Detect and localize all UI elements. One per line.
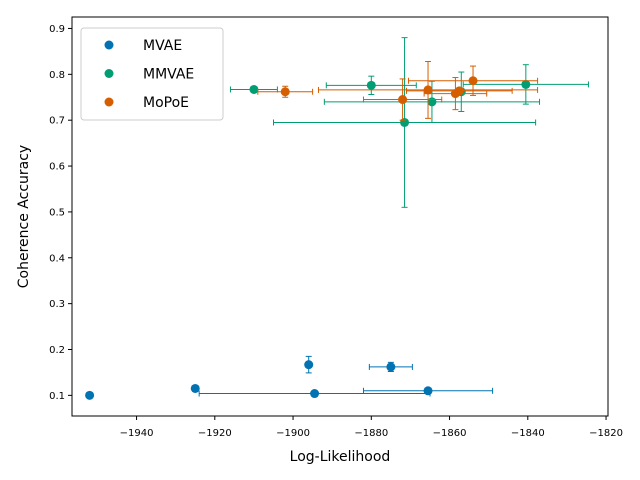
data-point-mopoe bbox=[454, 86, 464, 96]
y-tick-label: 0.7 bbox=[49, 116, 65, 127]
x-tick-label: −1920 bbox=[198, 428, 232, 439]
y-tick-label: 0.3 bbox=[49, 299, 65, 310]
data-point-mopoe bbox=[468, 76, 478, 86]
data-point-mmvae bbox=[427, 97, 437, 107]
data-point-mvae bbox=[85, 390, 95, 400]
legend-label-mopoe: MoPoE bbox=[143, 95, 189, 111]
y-tick-label: 0.8 bbox=[49, 70, 65, 81]
data-point-mvae bbox=[190, 383, 200, 393]
data-point-mvae bbox=[304, 360, 314, 370]
x-axis: −1940 −1920 −1900 −1880 −1860 −1840 −1820 bbox=[120, 416, 623, 439]
data-point-mopoe bbox=[398, 95, 408, 105]
legend-label-mvae: MVAE bbox=[143, 38, 182, 54]
x-tick-label: −1900 bbox=[276, 428, 310, 439]
data-point-mmvae bbox=[366, 80, 376, 90]
data-point-mvae bbox=[386, 362, 396, 372]
y-tick-label: 0.1 bbox=[49, 391, 65, 402]
y-axis-label: Coherence Accuracy bbox=[16, 145, 32, 288]
data-point-mmvae bbox=[249, 84, 259, 94]
legend-marker-mopoe bbox=[104, 97, 114, 107]
plot-frame bbox=[71, 16, 609, 417]
x-tick-label: −1880 bbox=[354, 428, 388, 439]
data-point-mvae bbox=[310, 389, 320, 399]
series-mopoe bbox=[257, 60, 539, 121]
data-point-mmvae bbox=[521, 79, 531, 89]
y-tick-label: 0.6 bbox=[49, 162, 65, 173]
x-tick-label: −1940 bbox=[120, 428, 154, 439]
x-tick-label: −1820 bbox=[589, 428, 623, 439]
x-axis-label: Log-Likelihood bbox=[290, 449, 391, 465]
y-tick-label: 0.9 bbox=[49, 24, 65, 35]
data-point-mopoe bbox=[280, 87, 290, 97]
legend: MVAE MMVAE MoPoE bbox=[80, 27, 224, 121]
legend-marker-mmvae bbox=[104, 69, 114, 78]
y-axis: 0.1 0.2 0.3 0.4 0.5 0.6 0.7 0.8 0.9 bbox=[49, 24, 72, 402]
series-mvae bbox=[85, 355, 494, 400]
y-tick-label: 0.2 bbox=[49, 345, 65, 356]
plot-marks bbox=[85, 37, 589, 400]
data-point-mmvae bbox=[400, 117, 410, 127]
y-tick-label: 0.4 bbox=[49, 253, 65, 264]
y-tick-label: 0.5 bbox=[49, 207, 65, 218]
data-point-mopoe bbox=[423, 85, 433, 95]
legend-marker-mvae bbox=[104, 40, 114, 50]
x-tick-label: −1840 bbox=[511, 428, 545, 439]
x-tick-label: −1860 bbox=[433, 428, 467, 439]
legend-box bbox=[80, 27, 224, 121]
data-point-mvae bbox=[423, 386, 433, 396]
legend-label-mmvae: MMVAE bbox=[143, 67, 194, 83]
